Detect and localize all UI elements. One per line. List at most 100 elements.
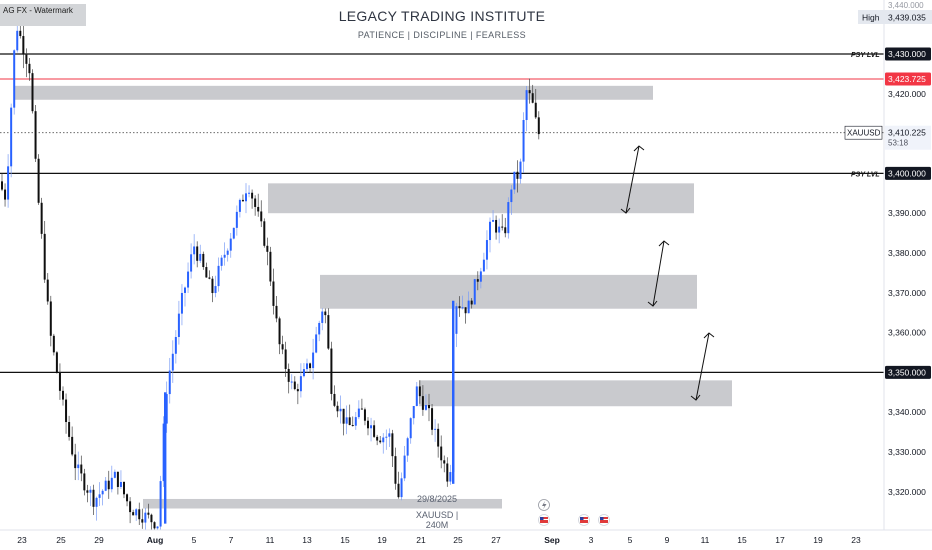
candle-body-79 <box>241 199 244 202</box>
candle-body-86 <box>263 221 266 246</box>
high-tag-value: 3,439.035 <box>888 13 926 23</box>
candle-body-142 <box>434 428 437 430</box>
candle-body-125 <box>382 437 385 443</box>
candle-body-128 <box>391 433 394 457</box>
red-level-tag: 3,423.725 <box>885 72 931 86</box>
candle-body-158 <box>482 259 485 272</box>
arrow-shaft <box>625 145 640 214</box>
high-tag-bg <box>858 10 932 24</box>
support-level-tag: 3,350.000 <box>885 365 931 379</box>
watermark-text: AG FX - Watermark <box>3 6 73 15</box>
candle-body-132 <box>403 455 406 479</box>
candle-body-91 <box>278 318 281 345</box>
candle-body-123 <box>376 436 379 441</box>
candle-body-52 <box>159 481 162 527</box>
candle-body-21 <box>65 399 68 423</box>
candles <box>1 21 540 537</box>
candle-body-38 <box>116 471 119 487</box>
candle-body-135 <box>412 405 415 419</box>
candle-body-1 <box>4 189 7 200</box>
candle-body-84 <box>257 206 260 212</box>
arrow-head-up <box>703 332 715 339</box>
price-axis-bg <box>884 0 932 530</box>
candle-body-152 <box>464 307 467 314</box>
candle-body-20 <box>62 390 64 400</box>
candle-body-94 <box>287 368 290 382</box>
arrow-head-up <box>658 240 670 247</box>
x-tick-23: 23 <box>851 535 861 545</box>
zone-4 <box>419 380 732 407</box>
candle-body-78 <box>238 199 241 212</box>
candle-body-161 <box>492 219 495 222</box>
y-tick-label: 3,360.000 <box>888 328 926 338</box>
time-axis-bg <box>0 530 932 550</box>
candle-body-28 <box>86 490 89 493</box>
x-tick-5: 5 <box>628 535 633 545</box>
candle-body-30 <box>92 489 95 507</box>
candle-body-157 <box>479 271 482 282</box>
candle-body-121 <box>370 425 373 429</box>
candle-body-4 <box>13 50 16 108</box>
candle-body-120 <box>367 420 369 429</box>
candle-body-85 <box>260 211 263 222</box>
candle-body-151 <box>461 307 464 309</box>
zone-3 <box>320 274 697 309</box>
candle-body-98 <box>299 376 302 392</box>
candle-body-67 <box>205 267 208 278</box>
lightning-icon <box>538 499 550 511</box>
candle-body-3 <box>10 107 13 167</box>
candle-body-146 <box>446 463 449 482</box>
candle-body-176 <box>537 117 540 135</box>
arrow-head-up <box>633 145 645 152</box>
candle-body-140 <box>428 405 430 409</box>
candle-body-109 <box>333 393 336 406</box>
candle-body-124 <box>379 440 382 443</box>
candle-body-130 <box>397 483 400 498</box>
candle-body-11 <box>34 111 37 159</box>
x-tick-23: 23 <box>17 535 27 545</box>
x-tick-19: 19 <box>813 535 823 545</box>
candle-body-17 <box>52 335 55 353</box>
candle-body-153 <box>467 300 470 314</box>
y-tick-label: 3,380.000 <box>888 248 926 258</box>
candle-body-40 <box>123 481 125 495</box>
candle-body-18 <box>55 352 58 373</box>
candle-body-117 <box>357 408 360 418</box>
candle-body-83 <box>254 198 257 207</box>
psy-level-label-2: PSY LVL <box>851 171 880 178</box>
x-tick-11: 11 <box>701 535 710 545</box>
candle-body-32 <box>98 494 101 498</box>
candle-body-23 <box>71 436 74 455</box>
x-tick-11: 11 <box>266 535 275 545</box>
candle-body-165 <box>504 227 507 234</box>
candle-body-100 <box>306 363 308 370</box>
current-price-tag-bg <box>885 125 931 150</box>
candle-body-97 <box>296 389 299 392</box>
candle-body-164 <box>501 226 504 228</box>
candle-body-54 <box>165 394 168 424</box>
candle-body-9 <box>28 63 31 74</box>
candle-body-112 <box>342 408 345 424</box>
aug-rally-candle <box>164 392 167 524</box>
candle-body-66 <box>202 253 205 268</box>
candle-body-49 <box>150 514 153 523</box>
candle-body-113 <box>345 417 348 424</box>
candle-body-47 <box>144 512 147 523</box>
support-level-tag-text: 3,350.000 <box>888 367 926 377</box>
candle-body-48 <box>147 512 150 515</box>
candle-body-170 <box>519 161 522 179</box>
candle-body-69 <box>211 278 214 294</box>
us-event-icon-1 <box>538 514 550 526</box>
x-tick-7: 7 <box>229 535 234 545</box>
candle-body-81 <box>248 192 251 194</box>
candle-body-58 <box>177 313 180 338</box>
y-tick-label: 3,330.000 <box>888 447 926 457</box>
candle-body-36 <box>110 477 113 490</box>
candle-body-42 <box>129 501 132 513</box>
psy-level-tag-2: 3,400.000 <box>885 166 931 180</box>
candle-body-101 <box>309 363 312 369</box>
candle-body-136 <box>415 386 418 406</box>
candle-body-139 <box>424 405 427 410</box>
candle-body-82 <box>251 192 254 199</box>
